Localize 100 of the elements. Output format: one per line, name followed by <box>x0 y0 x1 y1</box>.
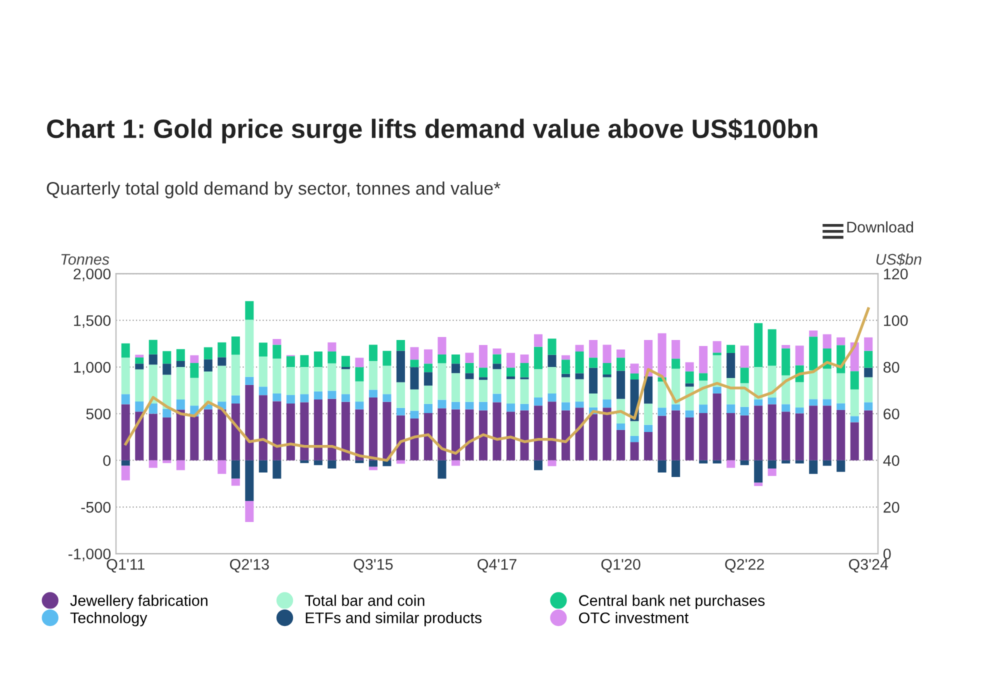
bar <box>204 347 212 360</box>
bar <box>699 346 708 374</box>
bar <box>148 414 158 460</box>
bar <box>355 358 364 368</box>
legend-label: Jewellery fabrication <box>70 594 208 609</box>
bar <box>258 342 268 356</box>
bar <box>575 373 584 380</box>
bar <box>465 352 474 363</box>
bar <box>740 406 749 416</box>
bar <box>836 337 846 346</box>
bar <box>795 408 804 414</box>
bar <box>231 478 240 486</box>
bar <box>712 393 722 460</box>
bar <box>272 460 282 479</box>
bar <box>616 430 626 460</box>
bar <box>355 367 364 382</box>
bar <box>548 367 556 394</box>
bar <box>272 338 282 345</box>
bar <box>602 400 612 408</box>
bar <box>465 362 474 374</box>
bar <box>328 352 336 364</box>
bar <box>341 369 350 394</box>
bar <box>809 330 818 337</box>
bar <box>548 460 556 466</box>
bar <box>121 394 130 404</box>
bar <box>685 410 694 418</box>
bar <box>672 358 680 369</box>
bar <box>245 320 254 377</box>
bar <box>396 340 405 351</box>
bar <box>368 397 378 460</box>
bar <box>465 409 474 460</box>
bar <box>712 460 722 464</box>
bar <box>685 362 694 372</box>
y-tick-label: -1,000 <box>68 548 111 562</box>
bar <box>258 460 268 472</box>
bar <box>809 460 818 474</box>
bar <box>836 460 846 472</box>
bar <box>492 364 502 370</box>
bar <box>562 402 570 410</box>
bar <box>864 337 873 351</box>
bar <box>726 344 736 353</box>
bar <box>190 416 199 460</box>
bar <box>396 350 405 382</box>
bar <box>602 363 612 374</box>
bar <box>465 402 474 410</box>
bar <box>864 377 873 402</box>
bar <box>726 352 736 378</box>
bar <box>135 401 144 412</box>
bar <box>795 413 804 460</box>
bar <box>562 360 570 374</box>
bar <box>754 367 763 400</box>
bar <box>121 460 130 466</box>
bar <box>121 404 130 460</box>
y-tick-label: 2,000 <box>74 268 111 282</box>
bar <box>382 402 392 460</box>
bar <box>534 406 543 460</box>
y2-tick-label: 100 <box>884 315 908 326</box>
bar <box>836 410 846 460</box>
bar <box>520 354 529 364</box>
legend-label: Total bar and coin <box>304 594 424 606</box>
bar <box>685 417 694 460</box>
bar <box>355 402 364 410</box>
y2-tick-label: 120 <box>884 268 908 280</box>
bar <box>328 363 336 391</box>
bar <box>740 460 749 466</box>
bar <box>478 368 488 378</box>
bar <box>424 404 432 414</box>
bar <box>478 345 488 368</box>
bar <box>478 377 488 380</box>
bar <box>258 386 268 396</box>
bar <box>218 409 226 460</box>
bar <box>672 460 680 477</box>
bar <box>822 334 832 348</box>
bar <box>768 329 776 366</box>
bar <box>492 369 502 394</box>
bar <box>768 404 776 460</box>
bar <box>465 373 474 380</box>
bar <box>438 460 446 479</box>
y-tick-label: 1,000 <box>74 362 111 375</box>
bar <box>396 408 405 416</box>
legend-label: ETFs and similar products <box>306 612 482 626</box>
bar <box>148 340 158 354</box>
bar <box>121 466 130 480</box>
y2-tick-label: 80 <box>884 362 900 373</box>
bar <box>754 323 763 368</box>
legend-label: Technology <box>70 612 148 626</box>
bar <box>768 460 776 468</box>
bar <box>135 354 144 358</box>
bar <box>218 357 226 366</box>
bar <box>809 406 818 460</box>
bar <box>602 377 612 400</box>
bar <box>328 460 336 468</box>
bar <box>492 354 502 364</box>
bar <box>548 402 556 460</box>
bar <box>148 460 158 468</box>
bar <box>589 340 598 358</box>
chart-subtitle: Quarterly total gold demand by sector, tonnes and value* <box>46 182 500 198</box>
bar <box>520 404 529 410</box>
bar <box>520 363 529 378</box>
bar <box>231 354 240 396</box>
